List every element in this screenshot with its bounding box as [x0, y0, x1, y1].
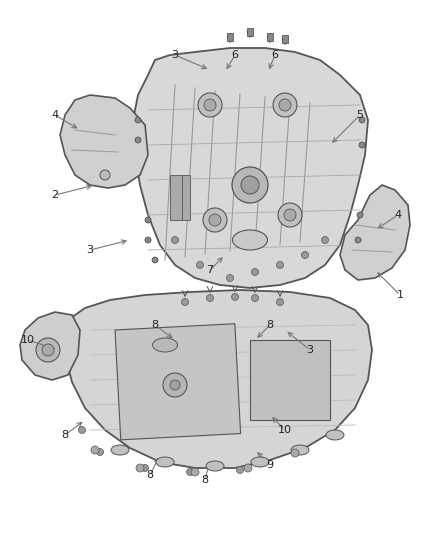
Text: 3: 3	[307, 345, 314, 355]
Circle shape	[187, 469, 194, 475]
Polygon shape	[65, 290, 372, 468]
Text: 8: 8	[201, 475, 208, 485]
Circle shape	[232, 294, 239, 301]
Circle shape	[96, 448, 103, 456]
Ellipse shape	[111, 445, 129, 455]
Circle shape	[273, 93, 297, 117]
Circle shape	[321, 237, 328, 244]
Circle shape	[278, 203, 302, 227]
Circle shape	[136, 464, 144, 472]
Ellipse shape	[156, 457, 174, 467]
Circle shape	[135, 137, 141, 143]
Circle shape	[170, 380, 180, 390]
Ellipse shape	[233, 230, 268, 250]
Text: 10: 10	[21, 335, 35, 345]
Polygon shape	[133, 48, 368, 288]
Circle shape	[141, 464, 148, 472]
Polygon shape	[340, 185, 410, 280]
Circle shape	[276, 298, 283, 305]
Bar	[227, 33, 233, 41]
Circle shape	[279, 99, 291, 111]
Circle shape	[206, 295, 213, 302]
Circle shape	[42, 344, 54, 356]
Text: 8: 8	[266, 320, 274, 330]
Polygon shape	[60, 95, 148, 188]
Circle shape	[198, 93, 222, 117]
Circle shape	[244, 464, 252, 472]
Bar	[282, 35, 288, 43]
Text: 5: 5	[357, 110, 364, 120]
Circle shape	[135, 117, 141, 123]
Circle shape	[301, 252, 308, 259]
Text: 4: 4	[51, 110, 59, 120]
Circle shape	[359, 117, 365, 123]
Circle shape	[241, 176, 259, 194]
Circle shape	[78, 426, 85, 433]
Ellipse shape	[206, 461, 224, 471]
Text: 9: 9	[266, 460, 274, 470]
Circle shape	[232, 167, 268, 203]
Circle shape	[145, 237, 151, 243]
Ellipse shape	[152, 338, 177, 352]
Text: 6: 6	[272, 50, 279, 60]
Ellipse shape	[251, 457, 269, 467]
Circle shape	[226, 274, 233, 281]
Ellipse shape	[291, 445, 309, 455]
Circle shape	[100, 170, 110, 180]
Circle shape	[172, 237, 179, 244]
Bar	[247, 28, 253, 36]
Circle shape	[276, 262, 283, 269]
Text: 2: 2	[51, 190, 59, 200]
Bar	[182, 175, 190, 220]
Bar	[115, 324, 240, 440]
Circle shape	[181, 298, 188, 305]
Circle shape	[355, 237, 361, 243]
Circle shape	[251, 269, 258, 276]
Circle shape	[91, 446, 99, 454]
Circle shape	[284, 209, 296, 221]
Circle shape	[152, 257, 158, 263]
Text: 10: 10	[278, 425, 292, 435]
Circle shape	[203, 208, 227, 232]
Text: 8: 8	[146, 470, 154, 480]
Bar	[250, 340, 330, 420]
Circle shape	[291, 449, 299, 457]
Bar	[267, 33, 273, 41]
Text: 7: 7	[206, 265, 214, 275]
Circle shape	[237, 466, 244, 473]
Text: 8: 8	[152, 320, 159, 330]
Text: 3: 3	[86, 245, 93, 255]
Text: 6: 6	[232, 50, 239, 60]
Circle shape	[209, 214, 221, 226]
Text: 3: 3	[172, 50, 179, 60]
Polygon shape	[20, 312, 80, 380]
Circle shape	[145, 217, 151, 223]
Circle shape	[36, 338, 60, 362]
Circle shape	[204, 99, 216, 111]
Circle shape	[197, 262, 204, 269]
Circle shape	[163, 373, 187, 397]
Circle shape	[191, 468, 199, 476]
Circle shape	[357, 212, 363, 218]
Circle shape	[251, 295, 258, 302]
Circle shape	[359, 142, 365, 148]
Text: 8: 8	[61, 430, 69, 440]
Text: 1: 1	[396, 290, 403, 300]
Text: 4: 4	[395, 210, 402, 220]
Bar	[170, 175, 182, 220]
Ellipse shape	[326, 430, 344, 440]
